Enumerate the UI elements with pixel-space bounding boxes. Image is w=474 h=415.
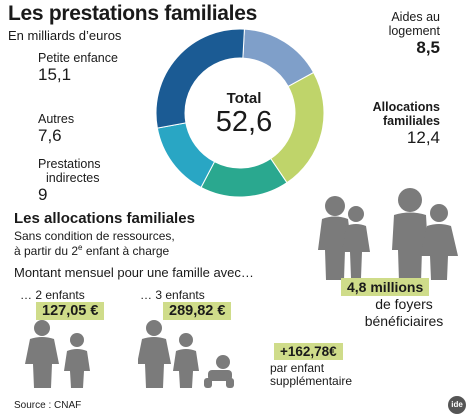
family-three-children-icon — [138, 320, 234, 388]
value-prestations-indirectes: 9 — [38, 185, 48, 204]
value-petite-enfance: 15,1 — [38, 65, 72, 84]
donut-slice-4 — [155, 28, 245, 129]
donut-slice-2 — [200, 157, 288, 198]
section-title: Les allocations familiales — [14, 210, 195, 227]
extra-line1: par enfant — [270, 361, 325, 375]
label-aides-logement: Aides au logement 8,5 — [388, 10, 440, 57]
foyers-value: 4,8 millions — [341, 278, 430, 296]
label-petite-enfance: Petite enfance 15,1 — [38, 51, 118, 84]
source-note: Source : CNAF — [14, 400, 82, 411]
label-allocations-familiales: Allocations familiales 12,4 — [372, 100, 440, 147]
value-autres: 7,6 — [38, 126, 62, 145]
label-autres: Autres 7,6 — [38, 112, 75, 145]
donut-center-label: Total — [226, 90, 262, 107]
condition-line1: Sans condition de ressources, — [14, 229, 175, 243]
page-title: Les prestations familiales — [8, 2, 257, 25]
extra-child-amount: +162,78€ — [274, 343, 343, 360]
subtitle: En milliards d’euros — [8, 28, 122, 43]
donut-chart — [155, 28, 325, 198]
family-icon — [318, 188, 458, 282]
extra-line2: supplémentaire — [270, 374, 353, 388]
foyers-line3: bénéficiaires — [364, 313, 444, 329]
donut-total: 52,6 — [215, 106, 273, 138]
family-two-children-icon — [25, 320, 90, 388]
two-children-label: … 2 enfants — [20, 288, 85, 302]
three-children-label: … 3 enfants — [140, 288, 205, 302]
value-allocations-familiales: 12,4 — [406, 128, 440, 147]
two-children-amount: 127,05 € — [36, 302, 105, 320]
logo: ide — [448, 396, 466, 414]
three-children-amount: 289,82 € — [163, 302, 232, 320]
value-aides-logement: 8,5 — [416, 38, 440, 57]
montant-label: Montant mensuel pour une famille avec… — [14, 265, 254, 280]
label-prestations-indirectes: Prestations indirectes 9 — [38, 157, 101, 204]
foyers-line2: de foyers — [375, 296, 433, 312]
condition-line2: à partir du 2e enfant à charge — [14, 243, 170, 258]
